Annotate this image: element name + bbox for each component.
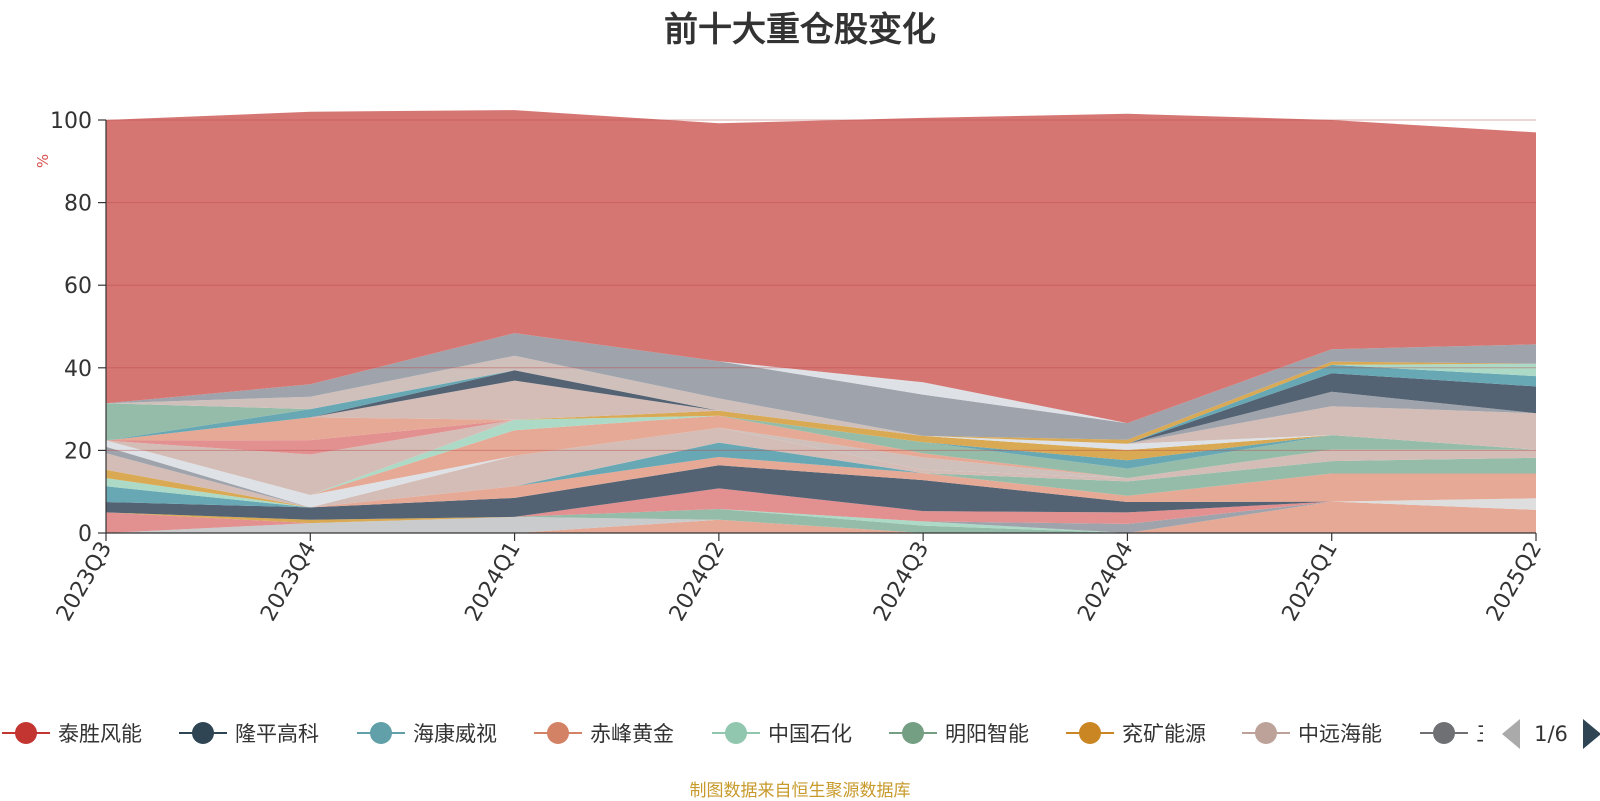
x-tick-label: 2024Q4 — [1073, 538, 1138, 626]
legend-prev-page-icon[interactable] — [1502, 719, 1520, 749]
legend-label: 明阳智能 — [945, 722, 1029, 746]
legend-item[interactable]: 隆平高科 — [179, 722, 319, 746]
area-series-37 — [106, 110, 1536, 424]
area-series-13 — [106, 442, 1536, 508]
area-series-20 — [106, 415, 1536, 495]
area-series-8 — [106, 465, 1536, 520]
legend-label: 泰胜风能 — [58, 722, 142, 746]
area-series-14 — [106, 427, 1536, 508]
area-series-0 — [106, 501, 1536, 533]
area-series-7 — [106, 488, 1536, 524]
area-series-6 — [106, 488, 1536, 533]
x-tick-label: 2024Q2 — [665, 538, 730, 626]
legend-marker — [902, 722, 924, 744]
legend-label: 隆平高科 — [235, 722, 319, 746]
legend-marker — [1255, 722, 1277, 744]
chart-title: 前十大重仓股变化 — [664, 10, 936, 50]
legend-item[interactable]: 中远海能 — [1242, 722, 1382, 746]
x-tick-label: 2025Q2 — [1482, 538, 1547, 626]
legend-item[interactable]: 兖矿能源 — [1066, 722, 1206, 746]
y-axis-label: % — [34, 154, 52, 168]
area-series-11 — [106, 442, 1536, 508]
legend-item[interactable]: 明阳智能 — [889, 722, 1029, 746]
legend-page-indicator: 1/6 — [1534, 722, 1568, 746]
area-series-5 — [106, 498, 1536, 533]
legend-marker — [1079, 722, 1101, 744]
y-tick-label: 60 — [64, 274, 92, 299]
legend-item[interactable]: 中国石化 — [712, 722, 852, 746]
area-series-9 — [106, 457, 1536, 508]
y-tick-label: 40 — [64, 357, 92, 382]
area-series-32 — [106, 361, 1536, 444]
x-tick-label: 2023Q4 — [256, 538, 321, 626]
legend-label: 兖矿能源 — [1122, 722, 1206, 746]
area-series-2 — [106, 498, 1536, 533]
area-series-29 — [106, 370, 1536, 444]
source-note: 制图数据来自恒生聚源数据库 — [689, 781, 911, 801]
x-tick-label: 2024Q1 — [460, 538, 525, 626]
x-tick-label: 2024Q3 — [869, 538, 934, 626]
area-series-21 — [106, 415, 1536, 479]
area-series-1 — [106, 498, 1536, 533]
area-series-24 — [106, 415, 1536, 469]
area-series-34 — [106, 355, 1536, 440]
legend-marker — [1433, 722, 1455, 744]
legend-label: 赤峰黄金 — [590, 722, 674, 746]
area-series-3 — [106, 498, 1536, 533]
x-tick-label: 2023Q3 — [52, 538, 117, 626]
legend-label: 中远海能 — [1298, 722, 1382, 746]
legend-label: 海康威视 — [413, 722, 497, 746]
legend-marker — [192, 722, 214, 744]
legend-next-page-icon[interactable] — [1583, 719, 1600, 749]
y-tick-label: 20 — [64, 439, 92, 464]
area-series-35 — [106, 333, 1536, 440]
legend-label: 三 — [1476, 722, 1497, 746]
legend-marker — [725, 722, 747, 744]
y-tick-label: 80 — [64, 192, 92, 217]
area-series-15 — [106, 427, 1536, 508]
legend-item[interactable]: 赤峰黄金 — [534, 722, 674, 746]
legend-marker — [370, 722, 392, 744]
area-series-27 — [106, 380, 1536, 450]
legend-marker — [15, 722, 37, 744]
area-series-30 — [106, 364, 1536, 444]
x-tick-label: 2025Q1 — [1278, 538, 1343, 626]
y-tick-label: 100 — [50, 109, 92, 134]
legend-label: 中国石化 — [768, 722, 852, 746]
area-series-4 — [106, 498, 1536, 533]
legend: 泰胜风能 隆平高科 海康威视 赤峰黄金 中国石化 明阳智能 兖矿能源 中远海能 三 — [2, 722, 1497, 746]
legend-item[interactable]: 泰胜风能 — [2, 722, 142, 746]
y-tick-label: 0 — [78, 522, 92, 547]
legend-item[interactable]: 海康威视 — [357, 722, 497, 746]
area-series-25 — [106, 410, 1536, 461]
legend-item[interactable]: 三 — [1420, 722, 1497, 746]
legend-marker — [547, 722, 569, 744]
